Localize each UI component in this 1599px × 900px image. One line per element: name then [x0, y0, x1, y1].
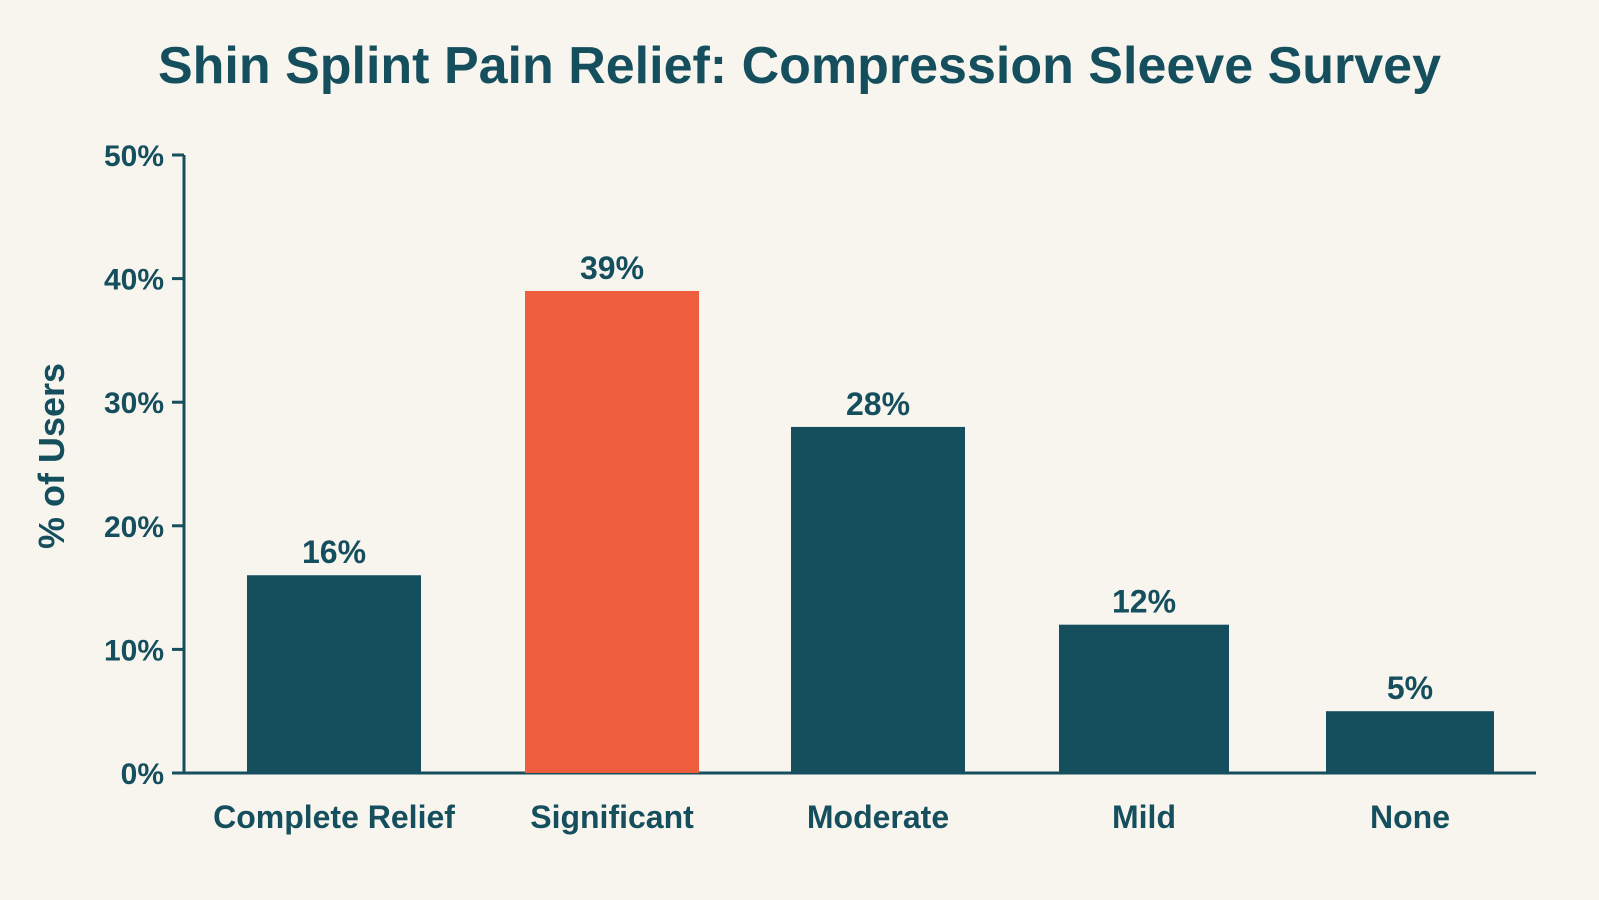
data-label: 28%	[846, 386, 910, 422]
y-axis-ticks: 0% 10% 20% 30% 40% 50%	[104, 140, 184, 791]
category-label: Significant	[530, 799, 694, 835]
y-tick-label: 50%	[104, 140, 164, 173]
data-labels: 16% 39% 28% 12% 5%	[302, 250, 1433, 706]
data-label: 16%	[302, 534, 366, 570]
category-label: Complete Relief	[213, 799, 455, 835]
data-label: 12%	[1112, 584, 1176, 620]
bar-moderate	[791, 426, 965, 773]
bar-complete-relief	[247, 575, 421, 773]
y-tick-label: 30%	[104, 387, 164, 420]
data-label: 5%	[1387, 670, 1433, 706]
bars	[247, 290, 1494, 773]
chart-title: Shin Splint Pain Relief: Compression Sle…	[157, 37, 1442, 95]
category-labels: Complete Relief Significant Moderate Mild No…	[213, 799, 1450, 835]
bar-mild	[1059, 624, 1229, 773]
category-label: Mild	[1112, 799, 1176, 835]
category-label: None	[1370, 799, 1450, 835]
data-label: 39%	[580, 250, 644, 286]
bar-significant	[525, 290, 699, 773]
bar-none	[1326, 711, 1494, 773]
category-label: Moderate	[807, 799, 949, 835]
y-tick-label: 0%	[121, 758, 164, 791]
y-tick-label: 40%	[104, 264, 164, 297]
y-axis-title: % of Users	[31, 363, 72, 549]
y-tick-label: 10%	[104, 634, 164, 667]
y-tick-label: 20%	[104, 511, 164, 544]
